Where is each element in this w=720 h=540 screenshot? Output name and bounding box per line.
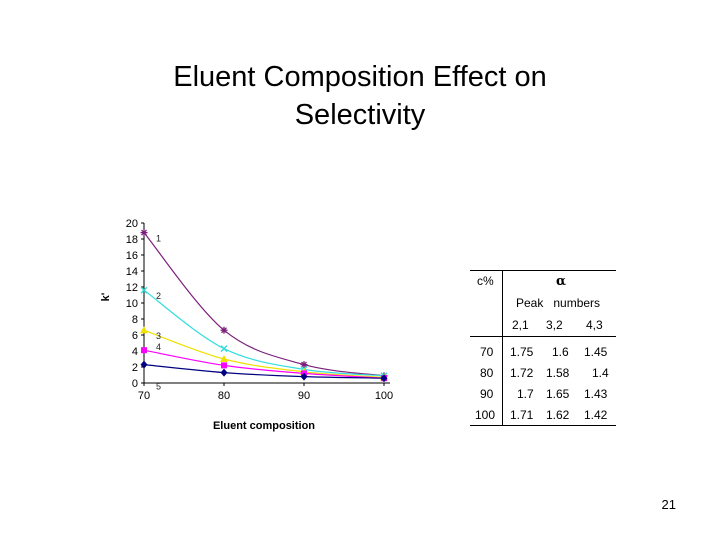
slide-title-line-1: Eluent Composition Effect on [173, 61, 547, 93]
y-tick-label: 18 [126, 234, 138, 246]
table-pair-header: 4,3 [586, 318, 603, 332]
y-tick-label: 16 [126, 250, 138, 262]
table-header-concentration: c% [477, 274, 494, 288]
curve-label-5: 5 [156, 382, 161, 392]
x-tick-label: 90 [298, 390, 310, 402]
table-bottom-rule [470, 425, 616, 426]
triangle-marker [220, 355, 228, 362]
table-peak-numbers-label: Peak numbers [516, 296, 601, 310]
chart-curve-labels: 1 2 34 5 [156, 234, 161, 392]
curve-label-3: 3 [156, 331, 161, 341]
diamond-marker [300, 372, 308, 381]
square-marker [141, 347, 147, 354]
y-tick-label: 2 [132, 362, 138, 374]
y-tick-label: 20 [126, 218, 138, 230]
series-5 [140, 360, 388, 383]
table-cell: 1.6 [552, 345, 569, 359]
series-line [143, 232, 385, 377]
x-marker [220, 345, 228, 353]
chart-series [140, 229, 388, 383]
selectivity-table: c% α Peak numbers 2,1 3,2 4,3 70 1.75 1.… [470, 270, 616, 426]
y-tick-label: 0 [132, 378, 138, 390]
table-cell: 1.75 [510, 345, 534, 359]
curve-label-2: 2 [156, 291, 161, 301]
y-tick-label: 4 [132, 346, 138, 358]
diamond-marker [140, 360, 148, 369]
y-tick-label: 8 [132, 314, 138, 326]
table-row-concentration: 80 [480, 366, 494, 380]
table-vertical-rule [502, 270, 503, 426]
table-cell: 1.71 [510, 408, 534, 422]
series-line [143, 364, 385, 379]
x-tick-label: 100 [375, 390, 393, 402]
table-cell: 1.62 [546, 408, 570, 422]
table-pair-header: 2,1 [512, 318, 529, 332]
series-line [143, 329, 385, 378]
slide-title: Eluent Composition Effect on Selectivity [60, 58, 660, 134]
y-tick-label: 10 [126, 298, 138, 310]
x-axis-label: Eluent composition [213, 420, 315, 432]
table-cell: 1.72 [510, 366, 534, 380]
table-row-concentration: 100 [475, 408, 496, 422]
table-header-rule [470, 336, 616, 337]
x-tick-label: 80 [218, 390, 230, 402]
table-cell: 1.4 [592, 366, 609, 380]
x-marker [140, 286, 148, 294]
series-line [143, 349, 385, 379]
table-header-alpha: α [556, 274, 567, 289]
triangle-marker [140, 326, 148, 334]
slide-title-line-2: Selectivity [294, 99, 426, 131]
table-pair-header: 3,2 [546, 318, 563, 332]
diamond-marker [380, 374, 388, 383]
table-row-concentration: 90 [480, 387, 494, 401]
curve-label-1: 1 [156, 234, 161, 244]
table-cell: 1.43 [584, 387, 608, 401]
curve-label-4: 4 [156, 342, 161, 352]
table-cell: 1.7 [517, 387, 534, 401]
table-cell: 1.42 [584, 408, 608, 422]
y-tick-label: 14 [126, 266, 138, 278]
table-cell: 1.58 [546, 366, 570, 380]
table-top-rule [470, 270, 616, 271]
diamond-marker [220, 368, 228, 377]
page-number: 21 [661, 497, 676, 512]
y-tick-label: 12 [126, 282, 138, 294]
table-cell: 1.45 [584, 345, 608, 359]
series-line [143, 289, 385, 377]
y-axis-label: k' [100, 292, 112, 301]
y-tick-label: 6 [132, 330, 138, 342]
x-tick-label: 70 [138, 390, 150, 402]
table-cell: 1.65 [546, 387, 570, 401]
table-row-concentration: 70 [480, 345, 494, 359]
square-marker [221, 362, 227, 369]
series-2 [140, 286, 388, 380]
